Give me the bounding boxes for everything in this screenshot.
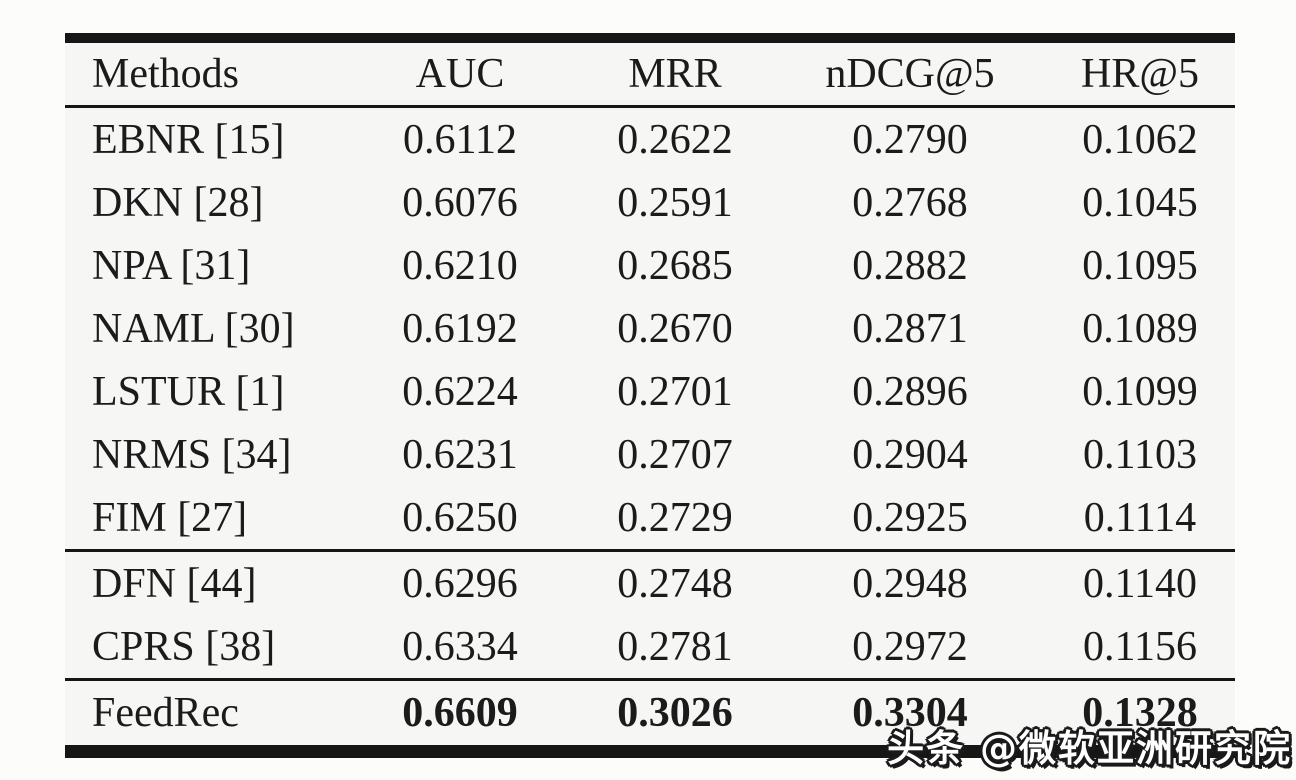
table-row: NPA [31] 0.6210 0.2685 0.2882 0.1095 [65,234,1235,297]
value-cell: 0.2948 [852,560,968,607]
method-cell: LSTUR [1] [92,368,285,415]
method-cell: FeedRec [92,690,239,736]
table-bottom-rule [65,745,1235,758]
section-divider-rule [65,678,1235,681]
table-top-rule [65,33,1235,43]
value-cell: 0.2925 [852,494,968,541]
value-cell: 0.6076 [402,179,518,226]
column-header-mrr: MRR [628,51,722,97]
table-section-proposed: FeedRec 0.6609 0.3026 0.3304 0.1328 [65,681,1235,745]
value-cell: 0.1099 [1082,368,1198,415]
value-cell: 0.6296 [402,560,518,607]
value-cell: 0.1114 [1083,494,1197,541]
value-cell: 0.2591 [617,179,733,226]
value-cell: 0.2670 [617,305,733,352]
value-cell: 0.3026 [617,690,733,736]
value-cell: 0.6250 [402,494,518,541]
value-cell: 0.2790 [852,116,968,163]
table-row: FIM [27] 0.6250 0.2729 0.2925 0.1114 [65,486,1235,549]
section-divider-rule [65,549,1235,552]
table-header-row: Methods AUC MRR nDCG@5 HR@5 [65,43,1235,105]
value-cell: 0.1103 [1083,431,1197,478]
value-cell: 0.2781 [617,623,733,670]
table-row: NAML [30] 0.6192 0.2670 0.2871 0.1089 [65,297,1235,360]
value-cell: 0.6192 [402,305,518,352]
column-header-hr5: HR@5 [1080,51,1200,97]
value-cell: 0.6334 [402,623,518,670]
column-header-auc: AUC [415,51,505,97]
value-cell: 0.2896 [852,368,968,415]
method-cell: DKN [28] [92,179,264,226]
table-row: LSTUR [1] 0.6224 0.2701 0.2896 0.1099 [65,360,1235,423]
column-header-methods: Methods [92,51,239,97]
value-cell: 0.3304 [852,690,968,736]
value-cell: 0.1089 [1082,305,1198,352]
column-header-ndcg5: nDCG@5 [825,51,995,97]
value-cell: 0.6210 [402,242,518,289]
header-divider-rule [65,105,1235,108]
table-row: NRMS [34] 0.6231 0.2707 0.2904 0.1103 [65,423,1235,486]
value-cell: 0.6609 [402,690,518,736]
method-cell: NAML [30] [92,305,295,352]
value-cell: 0.2622 [617,116,733,163]
value-cell: 0.2748 [617,560,733,607]
value-cell: 0.1140 [1083,560,1197,607]
method-cell: NPA [31] [92,242,251,289]
table-row: EBNR [15] 0.6112 0.2622 0.2790 0.1062 [65,108,1235,171]
table-section-strong-baselines: DFN [44] 0.6296 0.2748 0.2948 0.1140 CPRS [38… [65,552,1235,678]
method-cell: FIM [27] [92,494,248,541]
value-cell: 0.1045 [1082,179,1198,226]
value-cell: 0.6224 [402,368,518,415]
method-cell: CPRS [38] [92,623,276,670]
value-cell: 0.1156 [1083,623,1197,670]
value-cell: 0.2904 [852,431,968,478]
method-cell: NRMS [34] [92,431,292,478]
table-row: DFN [44] 0.6296 0.2748 0.2948 0.1140 [65,552,1235,615]
value-cell: 0.2882 [852,242,968,289]
results-table: Methods AUC MRR nDCG@5 HR@5 EBNR [15] 0.6… [65,33,1235,758]
value-cell: 0.2707 [617,431,733,478]
table-row: CPRS [38] 0.6334 0.2781 0.2972 0.1156 [65,615,1235,678]
value-cell: 0.1062 [1082,116,1198,163]
method-cell: DFN [44] [92,560,257,607]
value-cell: 0.2701 [617,368,733,415]
value-cell: 0.2768 [852,179,968,226]
value-cell: 0.2729 [617,494,733,541]
method-cell: EBNR [15] [92,116,285,163]
value-cell: 0.1328 [1082,690,1198,736]
table-section-baselines: EBNR [15] 0.6112 0.2622 0.2790 0.1062 DKN [28… [65,108,1235,549]
value-cell: 0.6231 [402,431,518,478]
value-cell: 0.2972 [852,623,968,670]
value-cell: 0.6112 [403,116,517,163]
value-cell: 0.2871 [852,305,968,352]
table-row: DKN [28] 0.6076 0.2591 0.2768 0.1045 [65,171,1235,234]
table-row: FeedRec 0.6609 0.3026 0.3304 0.1328 [65,681,1235,745]
watermark: 头条 @微软亚洲研究院 [887,727,1292,770]
value-cell: 0.2685 [617,242,733,289]
value-cell: 0.1095 [1082,242,1198,289]
